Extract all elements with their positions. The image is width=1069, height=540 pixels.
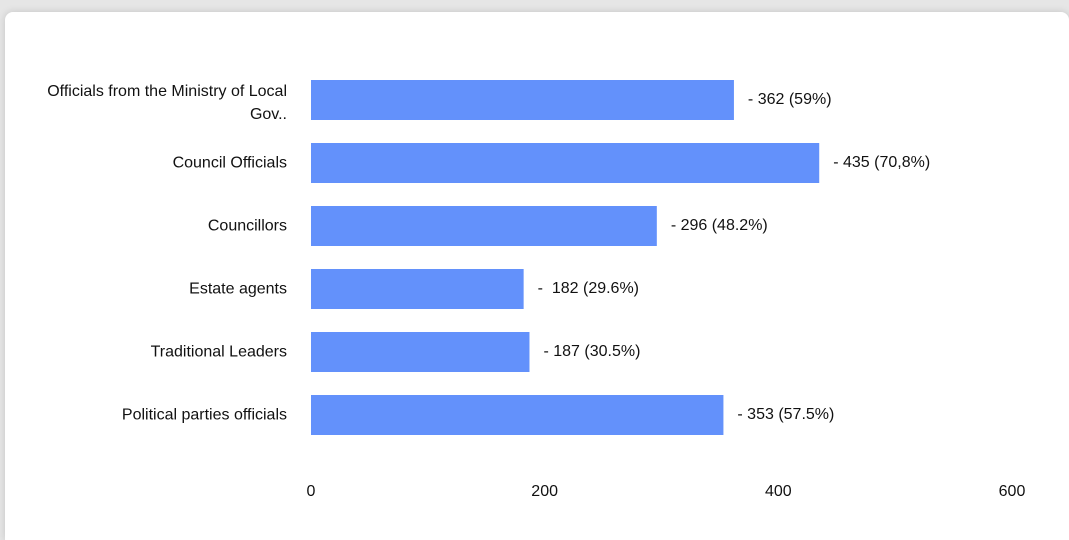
value-label: - 435 (70,8%) bbox=[833, 154, 931, 171]
value-label: - 182 (29.6%) bbox=[537, 280, 640, 297]
chart-card: 0 200 400 600 Officials from the Ministry of… bbox=[5, 12, 1069, 540]
bar bbox=[311, 395, 724, 435]
category-label: Officials from the Ministry of Local Gov… bbox=[47, 83, 287, 123]
x-tick-label: 0 bbox=[306, 483, 316, 500]
category-label: Estate agents bbox=[189, 280, 287, 298]
value-label: - 362 (59%) bbox=[747, 91, 832, 108]
bar bbox=[311, 269, 524, 309]
x-tick-label: 400 bbox=[764, 483, 792, 500]
chart bbox=[311, 80, 820, 435]
bar bbox=[311, 80, 734, 120]
value-label: - 296 (48.2%) bbox=[670, 217, 768, 234]
x-tick-label: 600 bbox=[998, 483, 1026, 500]
category-label: Council Officials bbox=[172, 154, 287, 172]
category-label: Councillors bbox=[207, 217, 287, 235]
bar bbox=[311, 143, 820, 183]
bar bbox=[311, 332, 530, 372]
value-label: - 353 (57.5%) bbox=[737, 406, 835, 423]
category-label: Traditional Leaders bbox=[150, 343, 287, 361]
value-label: - 187 (30.5%) bbox=[543, 343, 641, 360]
x-tick-label: 200 bbox=[531, 483, 559, 500]
category-label: Political parties officials bbox=[121, 406, 287, 424]
bar bbox=[311, 206, 657, 246]
